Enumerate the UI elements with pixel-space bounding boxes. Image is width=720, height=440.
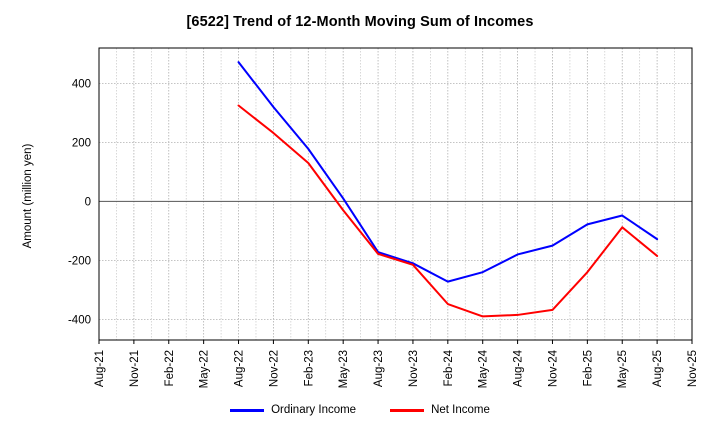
y-tick-label: 400 (72, 78, 91, 90)
chart-legend: Ordinary Income Net Income (0, 404, 720, 416)
y-tick-label: 200 (72, 137, 91, 149)
x-tick-label: Feb-22 (164, 350, 176, 386)
chart-title: [6522] Trend of 12-Month Moving Sum of I… (186, 14, 534, 30)
x-tick-label: Feb-23 (303, 350, 315, 386)
x-tick-label: Aug-21 (94, 350, 106, 387)
x-tick-label: Nov-24 (547, 349, 559, 387)
x-tick-label: Aug-25 (652, 350, 664, 387)
x-tick-label: May-22 (199, 350, 211, 388)
y-tick-label: 0 (85, 196, 91, 208)
x-tick-label: Nov-25 (687, 350, 699, 387)
x-tick-label: May-24 (478, 349, 490, 388)
plot-frame (98, 47, 693, 341)
axes (98, 47, 693, 344)
legend-label: Ordinary Income (271, 404, 357, 416)
x-tick-label: Nov-21 (129, 350, 141, 387)
x-tick-label: May-25 (617, 350, 629, 388)
y-tick-label: -400 (68, 314, 91, 326)
x-tick-label: Feb-24 (443, 349, 455, 386)
legend-color-swatch (390, 408, 425, 412)
legend-item[interactable]: Ordinary Income (230, 404, 356, 416)
x-tick-labels: Aug-21 Nov-21 Feb-22 May-22 Aug-22 Nov-22 Feb-… (94, 349, 699, 388)
series-line (237, 104, 659, 318)
y-tick-labels: 400 200 0 -200 -400 (68, 78, 91, 326)
data-series (237, 61, 659, 318)
legend-label: Net Income (431, 404, 490, 416)
x-tick-label: Aug-23 (373, 350, 385, 387)
gridlines (98, 48, 693, 340)
legend-color-swatch (230, 408, 265, 412)
x-tick-label: Nov-22 (268, 350, 280, 387)
y-tick-label: -200 (68, 255, 91, 267)
series-line (237, 61, 659, 283)
legend-item[interactable]: Net Income (390, 404, 490, 416)
x-tick-label: Aug-24 (513, 349, 525, 387)
x-tick-label: Feb-25 (582, 350, 594, 386)
x-tick-label: May-23 (338, 350, 350, 388)
x-tick-label: Nov-23 (408, 350, 420, 387)
x-tick-label: Aug-22 (234, 350, 246, 387)
